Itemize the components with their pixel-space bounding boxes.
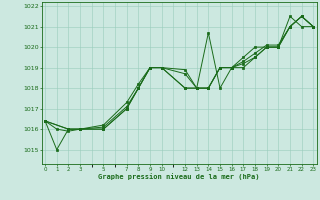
X-axis label: Graphe pression niveau de la mer (hPa): Graphe pression niveau de la mer (hPa): [99, 173, 260, 180]
